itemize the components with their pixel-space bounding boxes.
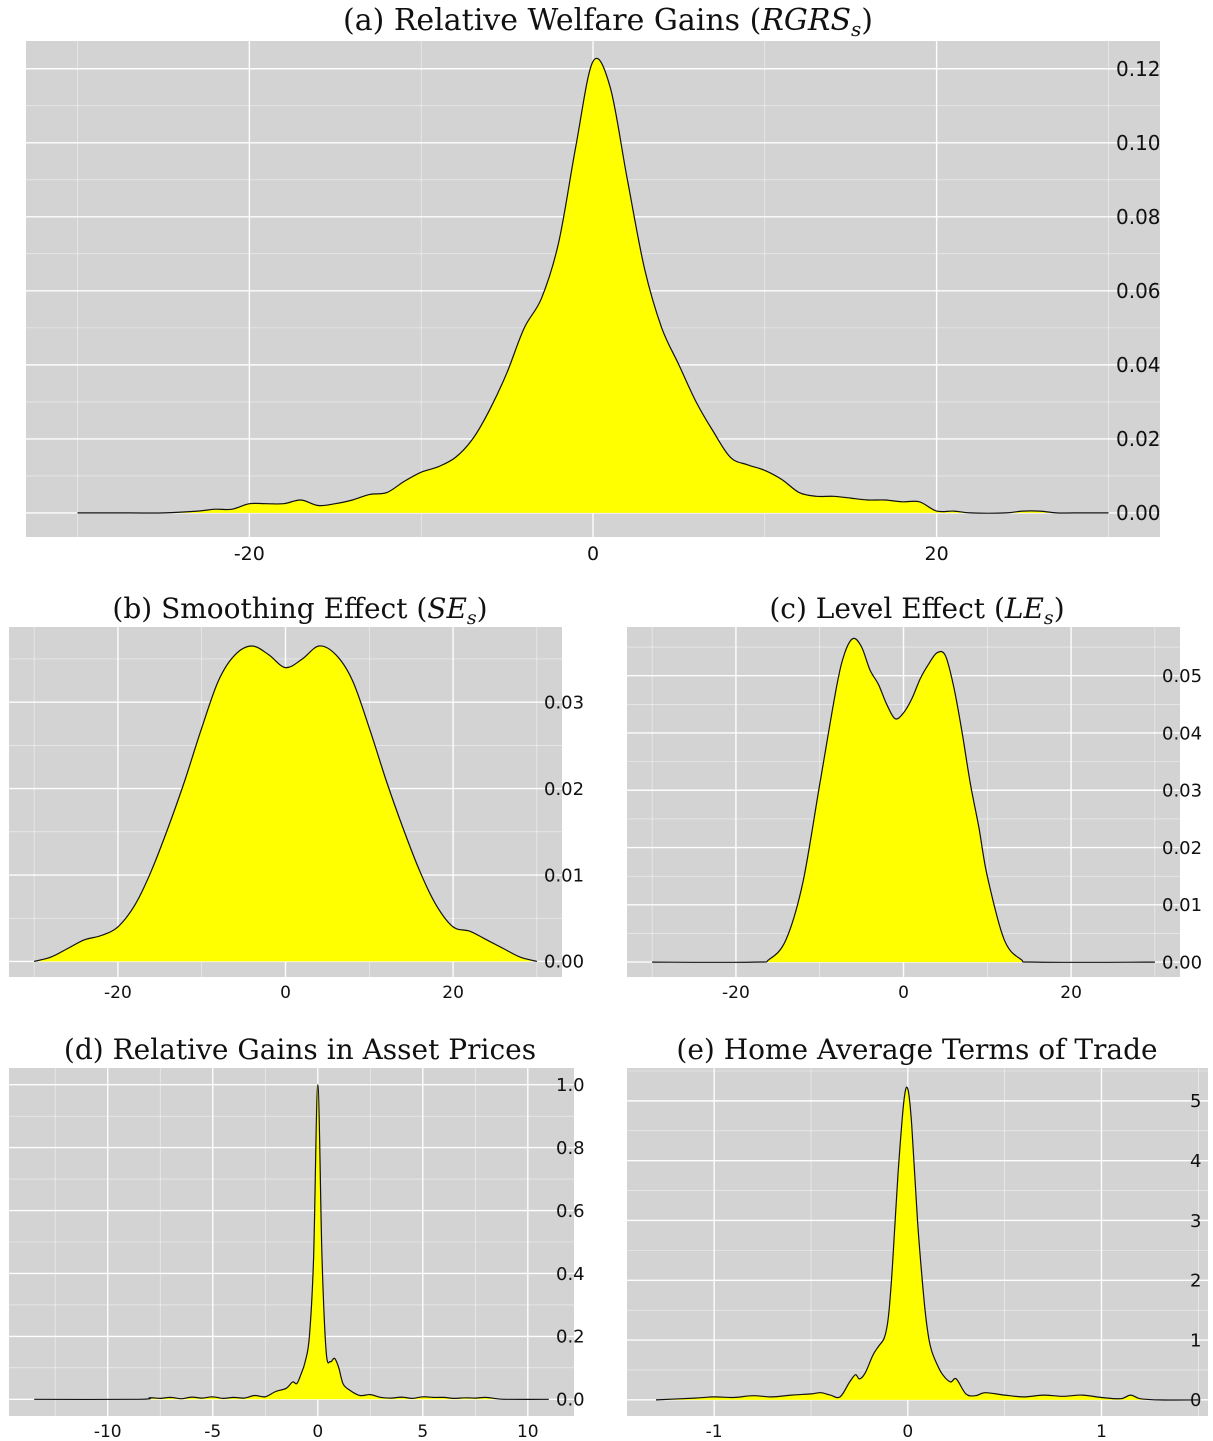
x-tick-label: -20 xyxy=(722,983,750,1003)
y-tick-label: 0.2 xyxy=(556,1327,585,1348)
y-tick-label: 0.01 xyxy=(1162,895,1202,916)
x-tick-label: 0 xyxy=(898,983,909,1003)
y-tick-label: 0.6 xyxy=(556,1201,585,1222)
y-tick-label: 0.0 xyxy=(556,1390,585,1411)
title-close: ) xyxy=(477,592,488,625)
title-math: RGRS xyxy=(760,3,851,38)
y-tick-label: 0.02 xyxy=(544,779,584,800)
panel-d: (d) Relative Gains in Asset Prices 0.0 0.2… xyxy=(9,1033,585,1441)
y-tick-label: 3 xyxy=(1190,1211,1201,1232)
density-area xyxy=(656,1087,1199,1400)
title-text: (d) Relative Gains in Asset Prices xyxy=(64,1033,536,1066)
y-tick-label: 1 xyxy=(1190,1330,1201,1351)
y-tick-label: 0.00 xyxy=(1116,501,1161,525)
x-tick-label: -10 xyxy=(94,1422,122,1441)
x-tick-label: 0 xyxy=(902,1422,913,1441)
x-tick-label: 5 xyxy=(417,1422,428,1441)
x-tick-label: -5 xyxy=(204,1422,221,1441)
density-area xyxy=(652,638,1155,963)
panel-title-b: (b) Smoothing Effect (SEs) xyxy=(112,592,487,629)
panel-e: (e) Home Average Terms of Trade 0 1 2 3 4 5 -1 0… xyxy=(627,1033,1208,1441)
y-tick-label: 0.00 xyxy=(1162,952,1202,973)
title-math: SE xyxy=(427,592,467,625)
x-tick-label: -20 xyxy=(104,983,132,1003)
x-tick-label: 0 xyxy=(587,543,599,565)
x-tick-label: 20 xyxy=(1060,983,1082,1003)
x-tick-label: 0 xyxy=(312,1422,323,1441)
y-tick-label: 0.02 xyxy=(1162,838,1202,859)
y-tick-label: 2 xyxy=(1190,1271,1201,1292)
y-tick-label: 0 xyxy=(1190,1390,1201,1411)
y-tick-label: 0.04 xyxy=(1162,723,1202,744)
y-tick-label: 4 xyxy=(1190,1151,1201,1172)
title-subscript: s xyxy=(851,17,861,41)
title-close: ) xyxy=(861,3,873,38)
y-tick-label: 0.8 xyxy=(556,1138,585,1159)
x-tick-label: 0 xyxy=(280,983,291,1003)
x-tick-label: 1 xyxy=(1096,1422,1107,1441)
title-text: (a) Relative Welfare Gains ( xyxy=(343,3,761,38)
x-tick-label: 20 xyxy=(442,983,464,1003)
title-text: (c) Level Effect ( xyxy=(769,592,1005,625)
y-tick-label: 0.06 xyxy=(1116,279,1161,303)
x-tick-label: 20 xyxy=(925,543,949,565)
y-tick-label: 0.04 xyxy=(1116,353,1161,377)
density-line xyxy=(77,57,1109,514)
y-tick-label: 5 xyxy=(1190,1091,1201,1112)
y-tick-label: 0.05 xyxy=(1162,666,1202,687)
title-subscript: s xyxy=(467,607,477,629)
panel-a: (a) Relative Welfare Gains (RGRSs) 0.00 0.… xyxy=(26,3,1161,565)
y-tick-label: 1.0 xyxy=(556,1075,585,1096)
y-tick-label: 0.12 xyxy=(1116,57,1161,81)
y-tick-label: 0.01 xyxy=(544,865,584,886)
panel-title-a: (a) Relative Welfare Gains (RGRSs) xyxy=(343,3,873,41)
y-tick-label: 0.08 xyxy=(1116,205,1161,229)
x-tick-label: -20 xyxy=(234,543,265,565)
y-tick-label: 0.4 xyxy=(556,1264,585,1285)
density-area xyxy=(34,645,537,962)
panel-title-d: (d) Relative Gains in Asset Prices xyxy=(64,1033,536,1066)
y-tick-label: 0.03 xyxy=(1162,781,1202,802)
panel-c: (c) Level Effect (LEs) 0.00 0.01 0.02 0.03 0.… xyxy=(627,592,1202,1003)
title-close: ) xyxy=(1054,592,1065,625)
density-line xyxy=(652,637,1155,963)
y-tick-label: 0.03 xyxy=(544,692,584,713)
title-math: LE xyxy=(1004,592,1044,625)
density-line xyxy=(34,1084,549,1401)
density-line xyxy=(655,1086,1199,1401)
y-tick-label: 0.10 xyxy=(1116,131,1161,155)
y-tick-label: 0.02 xyxy=(1116,427,1161,451)
x-tick-label: -1 xyxy=(706,1422,723,1441)
panel-b: (b) Smoothing Effect (SEs) 0.00 0.01 0.02 0.… xyxy=(9,592,584,1003)
title-text: (e) Home Average Terms of Trade xyxy=(676,1033,1157,1066)
panel-title-c: (c) Level Effect (LEs) xyxy=(769,592,1064,629)
title-subscript: s xyxy=(1044,607,1054,629)
x-tick-label: 10 xyxy=(517,1422,539,1441)
title-text: (b) Smoothing Effect ( xyxy=(112,592,427,625)
y-tick-label: 0.00 xyxy=(544,952,584,973)
density-line xyxy=(33,645,538,962)
panel-title-e: (e) Home Average Terms of Trade xyxy=(676,1033,1157,1066)
density-area xyxy=(77,58,1109,514)
